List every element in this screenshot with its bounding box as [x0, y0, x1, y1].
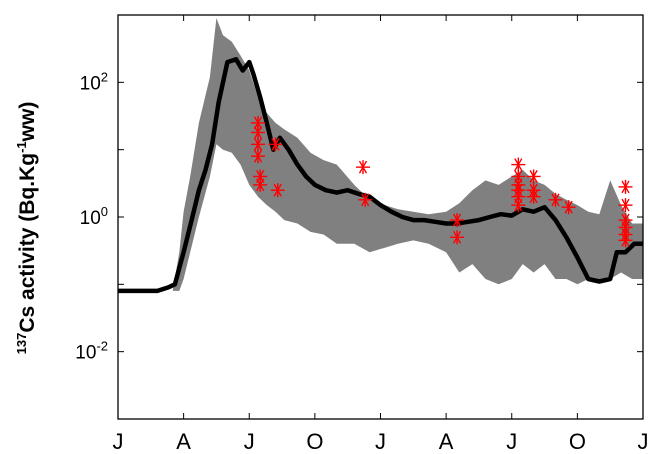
observation-point	[251, 137, 265, 152]
x-tick-label: J	[375, 429, 386, 454]
y-tick-exponent: -2	[96, 339, 108, 354]
y-tick-label: 10-2	[75, 339, 108, 364]
observation-point	[548, 192, 563, 207]
y-tick-base: 10	[75, 343, 96, 364]
y-tick-exponent: 2	[101, 69, 108, 84]
observation-point	[358, 192, 373, 207]
observation-point	[526, 169, 541, 184]
y-tick-label: 100	[80, 204, 108, 229]
y-tick-base: 10	[80, 208, 101, 229]
observation-point	[561, 200, 576, 215]
x-tick-label: J	[506, 429, 517, 454]
y-tick-label: 102	[80, 69, 108, 94]
observation-point	[618, 233, 633, 248]
y-tick-base: 10	[80, 73, 101, 94]
observation-point	[450, 230, 465, 245]
observation-point	[511, 157, 526, 172]
observation-point	[618, 198, 633, 213]
observation-point	[450, 213, 465, 228]
y-axis-title-text: Cs activity (Bq.Kg	[16, 152, 39, 333]
y-axis-title: 137Cs activity (Bq.Kg-1ww)	[14, 102, 40, 355]
observation-point	[526, 189, 541, 204]
x-tick-label: A	[439, 429, 454, 454]
x-tick-label: J	[113, 429, 124, 454]
model-line	[118, 57, 643, 294]
y-axis-title-tail: ww)	[16, 101, 39, 142]
observation-point	[251, 149, 265, 164]
observation-point	[270, 183, 285, 198]
x-tick-label: J	[244, 429, 255, 454]
observation-point	[511, 198, 526, 213]
range-band	[172, 18, 643, 291]
x-tick-label: O	[306, 429, 323, 454]
y-axis-title-isotope: 137	[14, 332, 29, 355]
observation-point	[356, 160, 370, 175]
x-tick-label: J	[638, 429, 649, 454]
observation-point	[251, 125, 265, 140]
observation-point	[253, 177, 268, 192]
y-axis-title-unit-exponent: -1	[14, 141, 29, 153]
x-tick-label: O	[569, 429, 586, 454]
y-tick-exponent: 0	[101, 204, 108, 219]
plot-area	[118, 18, 643, 294]
observation-point	[268, 137, 283, 152]
x-tick-label: A	[176, 429, 191, 454]
observation-point	[618, 179, 633, 194]
